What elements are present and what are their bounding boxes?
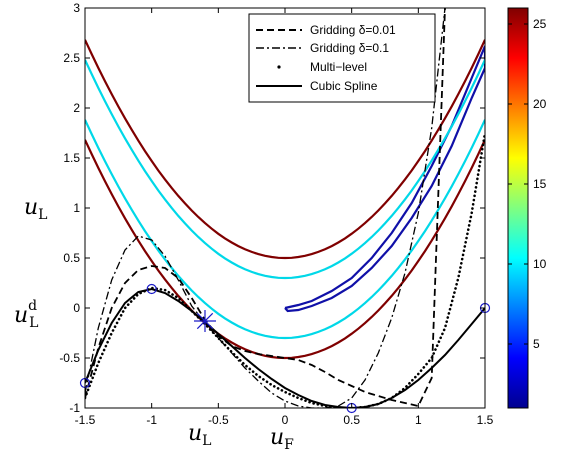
y-tick-label: 1 — [73, 201, 80, 215]
x-axis-ticks: -1.5 -1 -0.5 0 0.5 1 1.5 — [75, 8, 494, 427]
y-axis-label: uL — [24, 195, 47, 223]
colorbar-tick-label: 20 — [533, 97, 547, 111]
legend-label-gridding-001: Gridding δ=0.01 — [310, 23, 396, 37]
x-tick-label: 0.5 — [343, 413, 360, 427]
contour-line — [85, 139, 485, 360]
ud-label: ud L — [14, 298, 38, 331]
legend-box — [248, 13, 436, 103]
y-tick-label: 2 — [73, 101, 80, 115]
colorbar-tick-label: 5 — [533, 337, 540, 351]
star-marker-stroke — [196, 312, 214, 330]
x-tick-label: 1.5 — [477, 413, 494, 427]
colorbar-tick-label: 10 — [533, 257, 547, 271]
y-tick-label: 3 — [73, 1, 80, 15]
legend-label-multi-level: Multi−level — [310, 60, 367, 74]
colorbar-tick-label: 25 — [533, 17, 547, 31]
y-tick-label: -1 — [69, 401, 80, 415]
x-uF-label: uF — [270, 425, 294, 452]
series-line — [85, 8, 446, 408]
x-tick-label: 1 — [415, 413, 422, 427]
y-tick-label: 0.5 — [63, 251, 80, 265]
circle-marker — [146, 283, 157, 295]
y-tick-label: 0 — [73, 301, 80, 315]
y-axis-ticks: -1 -0.5 0 0.5 1 1.5 2 2.5 3 — [59, 1, 485, 415]
x-uL-label: uL — [188, 421, 211, 449]
legend-marker-dotted — [277, 65, 281, 69]
star-marker — [194, 310, 216, 332]
y-tick-label: -0.5 — [59, 351, 80, 365]
x-tick-label: -1.5 — [75, 413, 96, 427]
x-tick-label: -0.5 — [208, 413, 229, 427]
x-tick-label: 0 — [282, 413, 289, 427]
trajectory-series — [85, 8, 485, 408]
contour-line — [284, 45, 485, 313]
contour-line — [85, 39, 485, 260]
y-tick-label: 2.5 — [63, 51, 80, 65]
colorbar — [507, 7, 529, 409]
contour-line — [85, 59, 485, 280]
x-tick-label: -1 — [146, 413, 157, 427]
series-line — [85, 287, 485, 408]
legend-label-cubic-spline: Cubic Spline — [310, 79, 378, 93]
y-tick-label: 1.5 — [63, 151, 80, 165]
legend: Gridding δ=0.01 Gridding δ=0.1 Multi−lev… — [248, 13, 436, 103]
legend-label-gridding-01: Gridding δ=0.1 — [310, 41, 389, 55]
series-line — [85, 8, 446, 408]
colorbar-tick-label: 15 — [533, 177, 547, 191]
colorbar-ticks: 5 10 15 20 25 — [508, 17, 547, 351]
